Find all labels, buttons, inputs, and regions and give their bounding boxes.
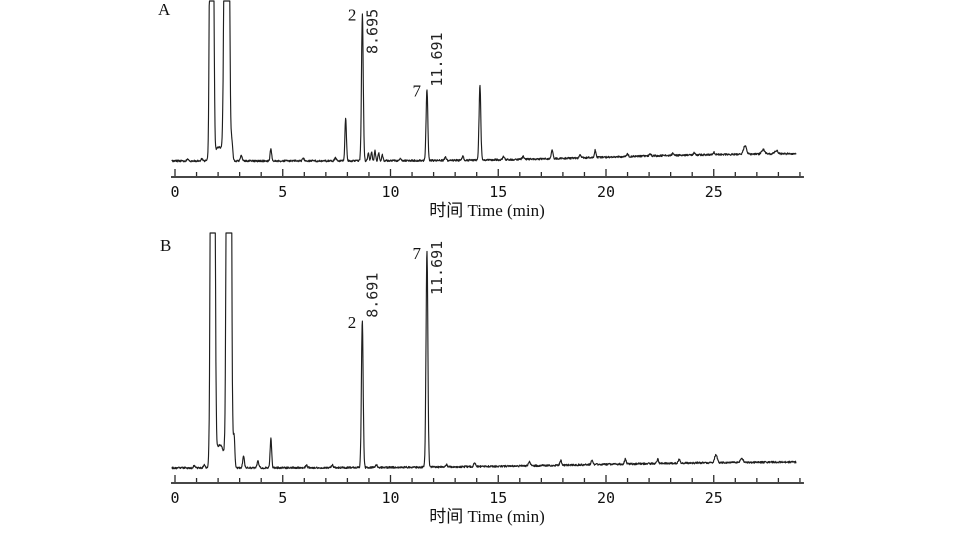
- retention-time-label: 11.691: [428, 241, 446, 295]
- x-axis-tick-label: 25: [705, 183, 723, 201]
- peak-number-label: 7: [412, 244, 421, 263]
- x-axis-tick-label: 5: [278, 489, 287, 507]
- chromatogram-trace: [171, 232, 797, 470]
- x-axis-tick-label: 10: [381, 489, 399, 507]
- panel-a-xaxis-title: 时间 Time (min): [429, 201, 545, 220]
- peak-number-label: 7: [412, 82, 421, 101]
- x-axis-tick-label: 5: [278, 183, 287, 201]
- panel-a-plot: 0 5 10 15 20 25 2 8.695 7 11.691: [170, 0, 804, 201]
- x-axis-tick-label: 25: [705, 489, 723, 507]
- peak-number-label: 2: [348, 6, 357, 25]
- panel-a-label: A: [158, 0, 171, 19]
- x-axis-tick-label: 20: [597, 183, 615, 201]
- x-axis-tick-label: 15: [489, 489, 507, 507]
- x-axis-tick-label: 0: [170, 489, 179, 507]
- retention-time-label: 8.691: [363, 273, 381, 318]
- panel-b-xaxis-title: 时间 Time (min): [429, 507, 545, 526]
- x-axis-tick-label: 10: [381, 183, 399, 201]
- x-axis-tick-label: 0: [170, 183, 179, 201]
- panel-b-plot: 0 5 10 15 20 25 2 8.691 7 11.691: [170, 232, 804, 507]
- retention-time-label: 11.691: [428, 32, 446, 86]
- x-axis-tick-label: 20: [597, 489, 615, 507]
- chromatogram-trace: [171, 0, 797, 163]
- panel-b-label: B: [160, 236, 171, 255]
- retention-time-label: 8.695: [363, 9, 381, 54]
- x-axis-tick-label: 15: [489, 183, 507, 201]
- peak-number-label: 2: [348, 313, 357, 332]
